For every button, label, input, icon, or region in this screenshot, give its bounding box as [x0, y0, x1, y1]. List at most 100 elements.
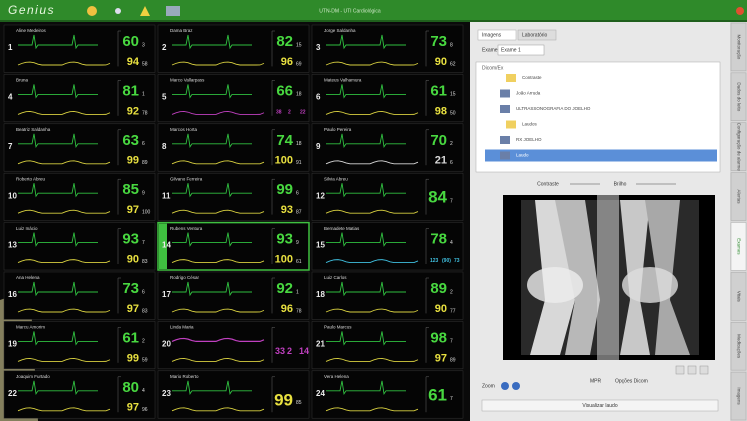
monitor-cell[interactable]	[311, 271, 464, 320]
value-bracket	[117, 129, 121, 166]
zoom-in[interactable]	[501, 382, 509, 390]
monitor-cell[interactable]	[311, 74, 464, 123]
tree-item[interactable]: Contraste	[522, 75, 542, 80]
monitor-cell[interactable]	[3, 370, 156, 419]
spo2-sub: 96	[142, 407, 148, 413]
tab[interactable]	[517, 29, 557, 41]
monitor-cell[interactable]	[3, 24, 156, 73]
side-tab[interactable]	[730, 371, 747, 421]
side-tab[interactable]	[730, 172, 747, 221]
monitor-cell[interactable]	[3, 222, 156, 271]
monitor-cell[interactable]	[311, 222, 464, 271]
monitor-cell[interactable]	[3, 321, 156, 370]
monitor-cell[interactable]	[311, 370, 464, 419]
monitor-cell[interactable]	[311, 172, 464, 221]
bed-number: 15	[316, 241, 325, 250]
heart-rate-sub: 8	[450, 42, 453, 48]
exam-select[interactable]	[497, 44, 545, 56]
tree-item[interactable]: RX JOELHO	[516, 137, 542, 142]
zoom-label: Zoom	[482, 383, 495, 389]
patient-name: Beatriz Saldanha	[16, 127, 51, 132]
heart-rate: 66	[276, 82, 293, 99]
bed-number: 1	[8, 43, 13, 52]
value-bracket	[425, 178, 429, 215]
nav-button[interactable]	[675, 365, 685, 375]
side-tab[interactable]	[730, 122, 747, 171]
heart-rate: 98	[430, 329, 447, 346]
mpr-label: MPR	[590, 378, 602, 384]
pleth-wave	[171, 160, 265, 165]
nav-button[interactable]	[699, 365, 709, 375]
spo2-sub: 58	[142, 61, 148, 67]
side-tab[interactable]	[730, 72, 747, 121]
pleth-wave	[17, 308, 111, 313]
spo2-sub: 78	[296, 308, 302, 314]
monitor-cell[interactable]	[157, 221, 310, 271]
pressure-value: 2	[288, 110, 291, 116]
value-bracket	[271, 30, 275, 67]
bed-number: 4	[8, 93, 13, 102]
monitor-cell[interactable]	[311, 321, 464, 370]
patient-name: Linda Maria	[170, 325, 194, 330]
tree-item[interactable]: ULTRASSONOGRAFIA DO JOELHO	[516, 106, 591, 111]
pleth-wave	[17, 209, 111, 214]
patient-name: Jorge Saldanha	[324, 28, 356, 33]
pleth-wave	[325, 259, 419, 264]
tree-item[interactable]: João Arruda	[516, 91, 541, 96]
logo: Genius	[8, 3, 55, 17]
heart-rate-sub: 3	[142, 42, 145, 48]
monitor-cell[interactable]	[157, 172, 310, 221]
report-button[interactable]	[481, 399, 719, 412]
value-bracket	[425, 228, 429, 264]
monitor-cell[interactable]	[3, 271, 156, 320]
icon[interactable]	[87, 6, 97, 16]
heart-rate-sub: 9	[142, 191, 145, 197]
monitor-cell[interactable]	[3, 172, 156, 221]
side-tab[interactable]	[730, 22, 747, 72]
ecg-wave	[172, 133, 252, 149]
heart-rate: 73	[430, 33, 447, 50]
close-button[interactable]	[736, 7, 744, 15]
value-bracket	[117, 228, 121, 264]
monitor-cell[interactable]	[3, 74, 156, 123]
heart-rate-sub: 1	[142, 92, 145, 98]
side-tab-label: Monitoração	[736, 35, 741, 60]
monitor-cell[interactable]	[157, 123, 310, 172]
monitor-cell[interactable]	[311, 24, 464, 73]
monitor-cell[interactable]	[157, 271, 310, 320]
heart-rate: 74	[276, 132, 293, 149]
report-button-label: Visualizar laudo	[582, 403, 617, 409]
icon[interactable]	[166, 6, 180, 16]
ecg-wave	[172, 232, 252, 247]
alarm-icon[interactable]	[140, 6, 150, 16]
value-bracket	[117, 30, 121, 67]
monitor-cell[interactable]	[3, 123, 156, 172]
top-bar	[0, 0, 747, 22]
patient-name: Roberto Abreu	[16, 176, 46, 181]
monitor-cell[interactable]	[157, 74, 310, 123]
spo2-sub: 89	[450, 358, 456, 364]
bed-number: 22	[8, 389, 17, 398]
pressure-value: 14	[299, 346, 309, 356]
zoom-out[interactable]	[512, 382, 520, 390]
spo2: 99	[127, 352, 139, 364]
heart-rate-sub: 4	[450, 240, 453, 246]
tree-item[interactable]: Laudos	[522, 122, 538, 127]
ecg-wave	[172, 84, 252, 99]
monitor-cell[interactable]	[157, 370, 310, 419]
heart-rate: 73	[122, 280, 139, 297]
spo2: 99	[127, 155, 139, 167]
monitor-cell[interactable]	[157, 321, 310, 370]
icon[interactable]	[115, 8, 121, 14]
pleth-wave	[171, 308, 265, 313]
spo2: 96	[281, 303, 293, 315]
side-tab[interactable]	[730, 322, 747, 371]
side-tab[interactable]	[730, 222, 747, 271]
side-tab[interactable]	[730, 272, 747, 321]
tree-item[interactable]: Laudo	[516, 153, 529, 158]
nav-button[interactable]	[687, 365, 697, 375]
tab[interactable]	[477, 29, 517, 41]
monitor-cell[interactable]	[157, 24, 310, 73]
bed-number: 12	[316, 191, 325, 200]
monitor-cell[interactable]	[311, 123, 464, 172]
